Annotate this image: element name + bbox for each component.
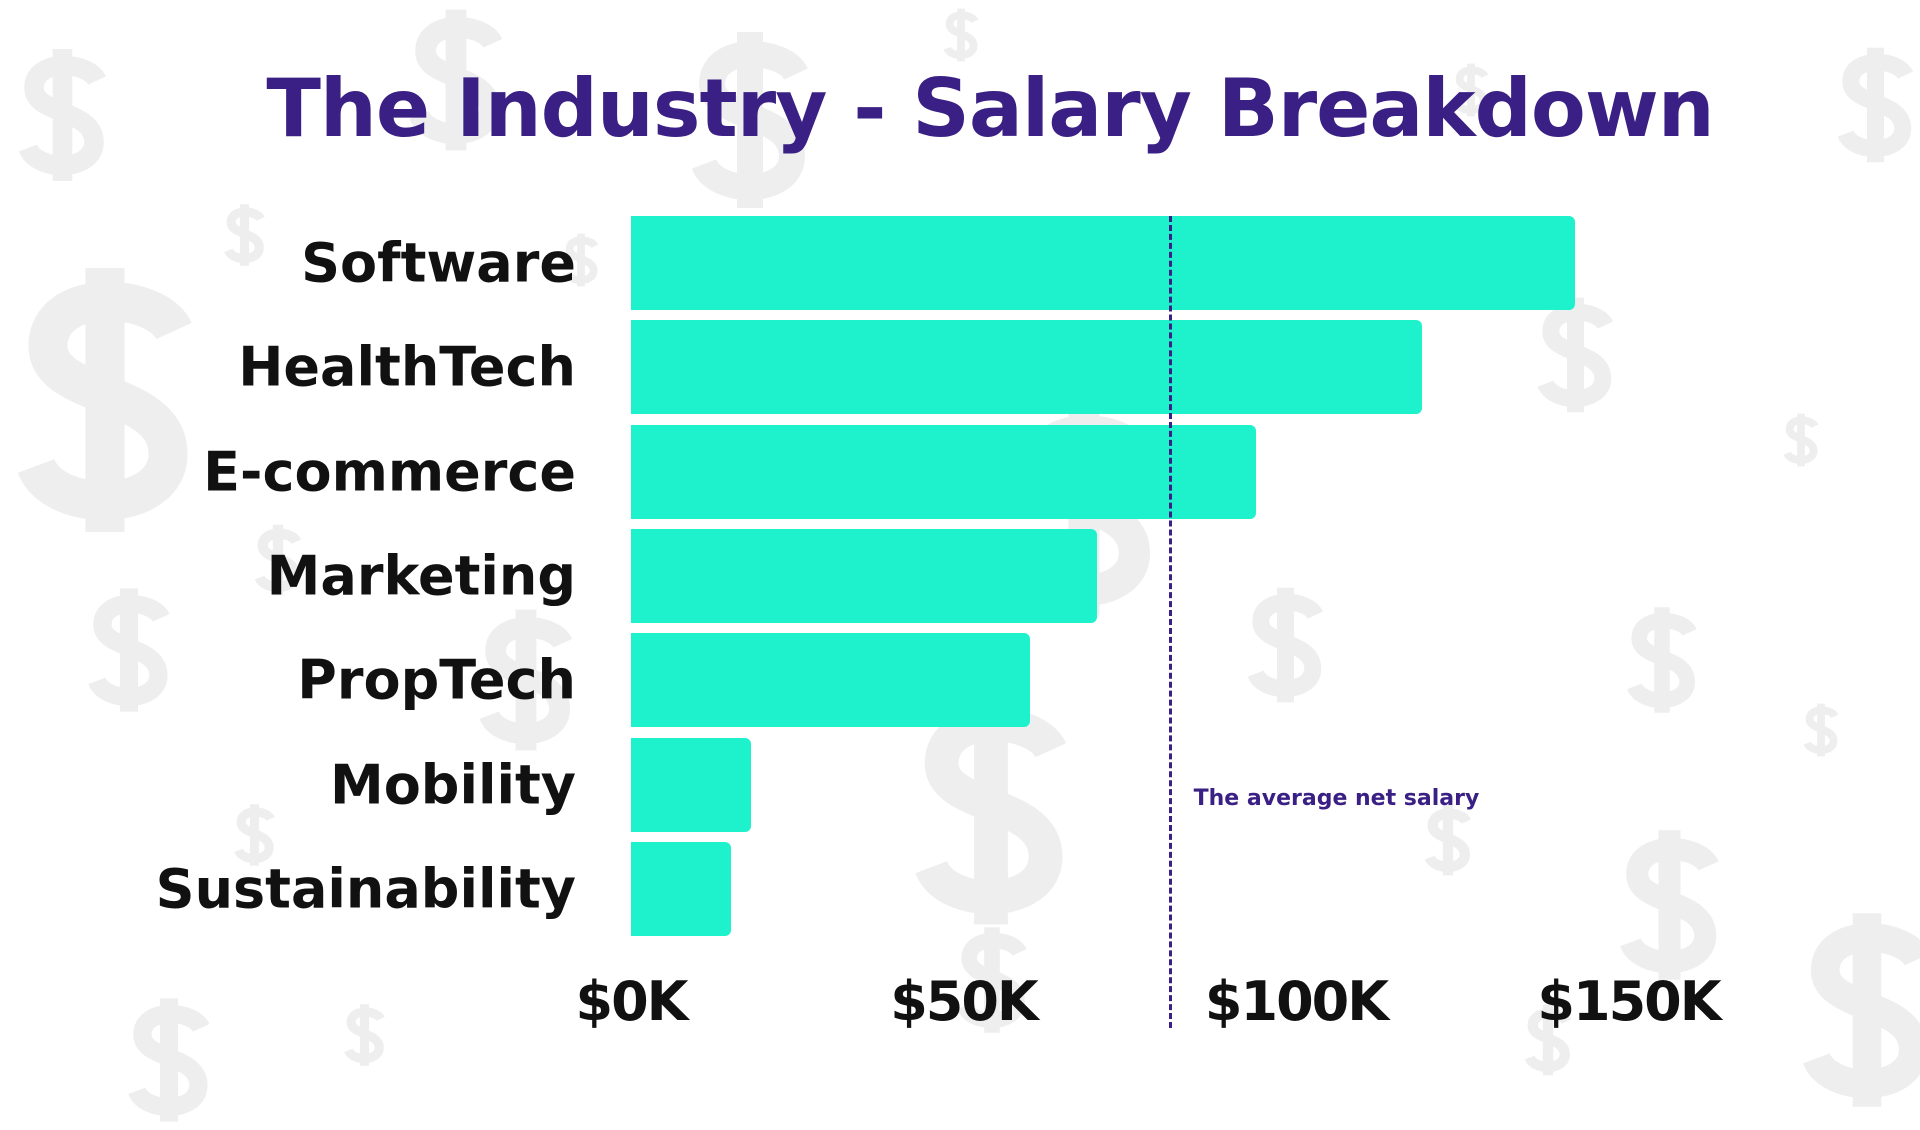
dollar-sign-icon <box>224 204 265 266</box>
dollar-sign-icon <box>1453 63 1489 117</box>
dollar-sign-icon <box>18 49 106 181</box>
dollar-sign-icon <box>17 268 192 532</box>
bar-software <box>631 216 1576 310</box>
dollar-sign-icon <box>691 32 808 208</box>
category-label: HealthTech <box>238 335 576 399</box>
average-reference-label: The average net salary <box>1193 786 1480 811</box>
dollar-sign-icon <box>563 233 599 287</box>
dollar-sign-icon <box>479 609 573 751</box>
chart-title: The Industry - Salary Breakdown <box>266 62 1714 155</box>
x-tick-label: $50K <box>890 970 1039 1033</box>
bar-mobility <box>631 737 751 832</box>
dollar-sign-icon <box>1783 413 1819 467</box>
dollar-sign-icon <box>234 804 275 866</box>
category-label: Software <box>301 231 576 295</box>
category-label: Mobility <box>329 753 576 816</box>
average-reference-line <box>1168 216 1172 1028</box>
dollar-sign-icon <box>1424 804 1472 876</box>
bar-e-commerce <box>631 424 1257 519</box>
dollar-sign-icon <box>1627 607 1697 713</box>
dollar-sign-icon <box>957 927 1027 1033</box>
dollar-sign-icon <box>1537 297 1614 413</box>
dollar-sign-icon <box>88 588 170 712</box>
x-tick-label: $100K <box>1204 970 1389 1033</box>
x-tick-label: $0K <box>575 970 689 1033</box>
dollar-sign-icon <box>1524 1004 1572 1076</box>
category-label: Marketing <box>266 544 576 608</box>
dollar-sign-icon <box>1803 703 1839 757</box>
dollar-sign-icon <box>1620 830 1719 980</box>
bar-proptech <box>631 633 1030 728</box>
dollar-sign-icon <box>254 524 302 596</box>
dollar-sign-icon <box>1837 47 1914 163</box>
category-label: E-commerce <box>203 440 576 504</box>
bar-healthtech <box>631 320 1423 415</box>
dollar-sign-icon <box>943 8 979 62</box>
dollar-sign-icon <box>1247 587 1324 703</box>
bar-chart: The average net salary Software HealthTec… <box>155 216 1722 1033</box>
category-label: Sustainability <box>155 857 576 921</box>
bar-sustainability <box>631 841 731 936</box>
dollar-sign-icon <box>344 1004 385 1066</box>
bar-marketing <box>631 528 1097 623</box>
category-label: PropTech <box>297 648 576 712</box>
dollar-sign-icon <box>409 9 503 151</box>
x-tick-label: $150K <box>1537 970 1721 1033</box>
